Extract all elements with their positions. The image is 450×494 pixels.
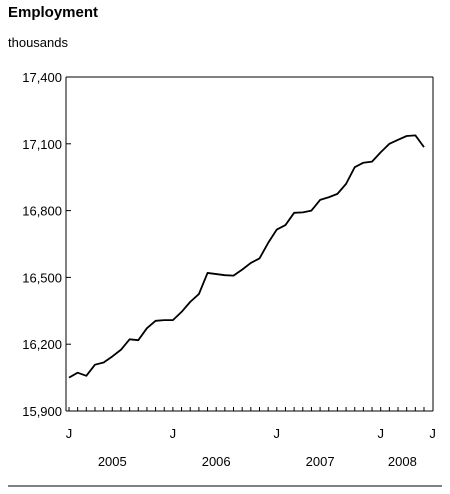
y-axis-unit-label: thousands (8, 35, 68, 50)
y-tick-label: 16,500 (22, 270, 62, 285)
y-tick-label: 16,800 (22, 204, 62, 219)
x-axis: J J J J J 2005 2006 2007 2008 (66, 407, 436, 469)
x-year-label: 2006 (202, 454, 231, 469)
x-month-label: J (377, 426, 384, 441)
y-axis: 15,900 16,200 16,500 16,800 17,100 17,400 (22, 70, 71, 419)
x-month-label: J (429, 426, 436, 441)
x-month-label: J (66, 426, 73, 441)
x-month-label: J (274, 426, 281, 441)
employment-series-line (68, 134, 425, 379)
x-month-label: J (170, 426, 177, 441)
y-tick-label: 16,200 (22, 337, 62, 352)
y-tick-label: 17,400 (22, 70, 62, 85)
x-year-label: 2008 (388, 454, 417, 469)
y-tick-label: 15,900 (22, 404, 62, 419)
x-year-label: 2007 (306, 454, 335, 469)
x-year-label: 2005 (98, 454, 127, 469)
chart-title: Employment (8, 4, 99, 21)
y-tick-label: 17,100 (22, 137, 62, 152)
